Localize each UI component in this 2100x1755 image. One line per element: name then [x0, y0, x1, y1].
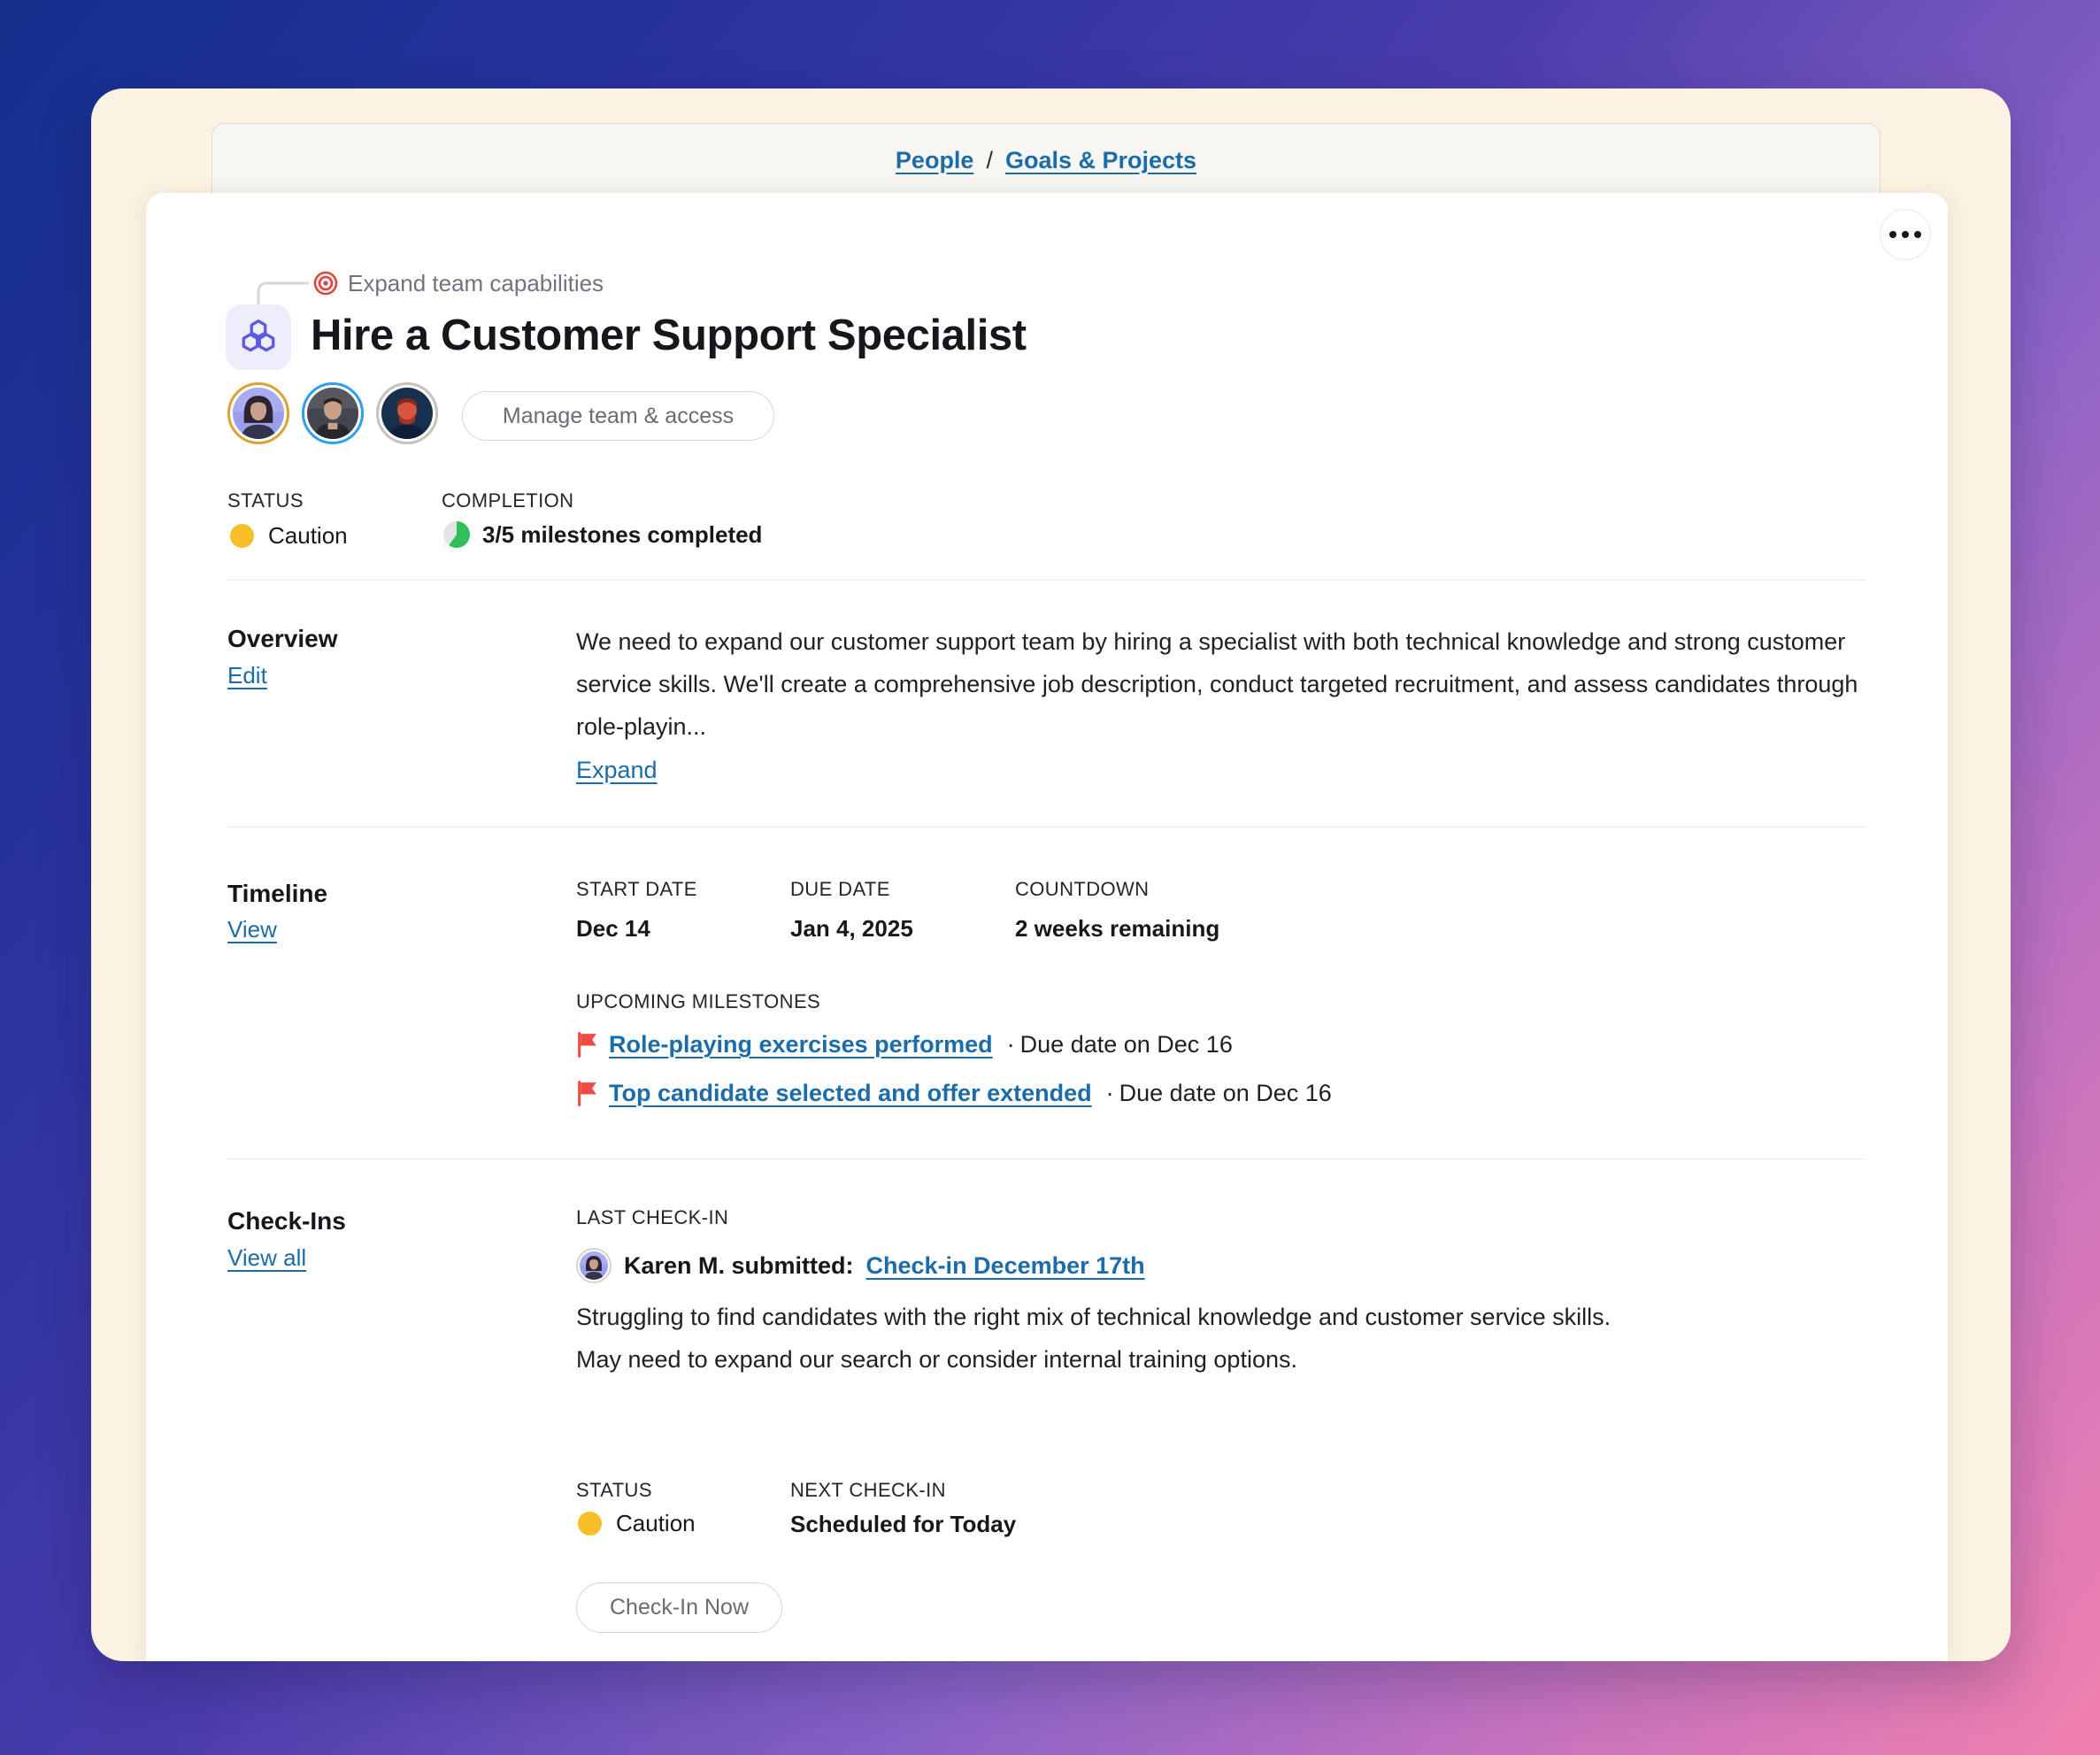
target-bullseye-icon: [313, 271, 338, 296]
ellipsis-icon: [1914, 231, 1921, 238]
ellipsis-icon: [1889, 231, 1896, 238]
section-divider: [227, 1158, 1865, 1159]
red-flag-icon: [576, 1080, 600, 1107]
timeline-heading: Timeline: [227, 880, 328, 907]
breadcrumb-link-people[interactable]: People: [895, 147, 974, 173]
manage-team-access-button[interactable]: Manage team & access: [462, 391, 774, 441]
status-dot: [230, 523, 254, 548]
next-checkin-label: NEXT CHECK-IN: [790, 1479, 946, 1501]
overview-expand-link[interactable]: Expand: [576, 757, 658, 783]
milestone-row: Top candidate selected and offer extende…: [576, 1080, 1332, 1107]
section-divider: [227, 580, 1865, 581]
overview-heading: Overview: [227, 625, 338, 652]
status-label: STATUS: [227, 489, 304, 512]
milestone-row: Role-playing exercises performed · Due da…: [576, 1031, 1233, 1058]
milestone-link[interactable]: Top candidate selected and offer extende…: [609, 1080, 1092, 1106]
breadcrumb: People / Goals & Projects: [896, 148, 1196, 173]
overview-body: We need to expand our customer support t…: [576, 628, 1858, 740]
upcoming-milestones-label: UPCOMING MILESTONES: [576, 990, 821, 1012]
goal-type-icon-box: [226, 304, 291, 370]
checkins-view-all-link[interactable]: View all: [227, 1244, 307, 1271]
countdown-label: COUNTDOWN: [1015, 878, 1150, 900]
check-in-now-button[interactable]: Check-In Now: [576, 1582, 782, 1633]
completion-value: 3/5 milestones completed: [482, 521, 763, 548]
checkin-status-label: STATUS: [576, 1479, 652, 1501]
hexagon-cluster-icon: [242, 319, 275, 352]
start-date-label: START DATE: [576, 878, 697, 900]
avatar-image: [233, 388, 284, 439]
app-window: People / Goals & Projects Expand team capa…: [91, 89, 2011, 1661]
due-date-label: DUE DATE: [790, 878, 890, 900]
checkin-status-value: Caution: [616, 1510, 696, 1536]
last-checkin-label: LAST CHECK-IN: [576, 1206, 729, 1228]
completion-label: COMPLETION: [442, 489, 574, 512]
avatar-image: [307, 388, 358, 439]
checkin-body: Struggling to find candidates with the r…: [576, 1304, 1612, 1373]
timeline-view-link[interactable]: View: [227, 916, 277, 943]
ellipsis-icon: [1902, 231, 1909, 238]
milestone-due: · Due date on Dec 16: [1006, 1031, 1233, 1058]
pie-chart-icon: [443, 521, 470, 548]
checkin-report-link[interactable]: Check-in December 17th: [865, 1251, 1145, 1279]
more-options-button[interactable]: [1880, 209, 1931, 260]
status-value: Caution: [268, 522, 348, 549]
milestone-link[interactable]: Role-playing exercises performed: [609, 1031, 993, 1058]
breadcrumb-link-goals-projects[interactable]: Goals & Projects: [1004, 147, 1197, 173]
parent-goal-connector-line: [257, 281, 310, 312]
overview-edit-link[interactable]: Edit: [227, 662, 267, 689]
start-date-value: Dec 14: [576, 915, 650, 942]
checkins-heading: Check-Ins: [227, 1207, 346, 1235]
avatar-image: [580, 1251, 608, 1280]
breadcrumb-separator: /: [986, 147, 993, 173]
avatar-image: [381, 388, 433, 439]
checkin-author: Karen M. submitted:: [624, 1251, 854, 1279]
countdown-value: 2 weeks remaining: [1015, 915, 1220, 942]
next-checkin-value: Scheduled for Today: [790, 1511, 1017, 1537]
due-date-value: Jan 4, 2025: [790, 915, 913, 942]
team-member-avatar-1[interactable]: [227, 382, 289, 444]
checkin-author-avatar[interactable]: [576, 1248, 612, 1283]
status-dot: [578, 1511, 602, 1536]
milestone-due: · Due date on Dec 16: [1105, 1080, 1332, 1106]
team-member-avatar-2[interactable]: [302, 382, 364, 444]
team-member-avatar-3[interactable]: [376, 382, 438, 444]
parent-goal-label[interactable]: Expand team capabilities: [348, 270, 604, 296]
red-flag-icon: [576, 1031, 600, 1058]
page-title: Hire a Customer Support Specialist: [311, 312, 1027, 359]
goal-detail-card: Expand team capabilities Hire a Customer…: [146, 193, 1948, 1661]
